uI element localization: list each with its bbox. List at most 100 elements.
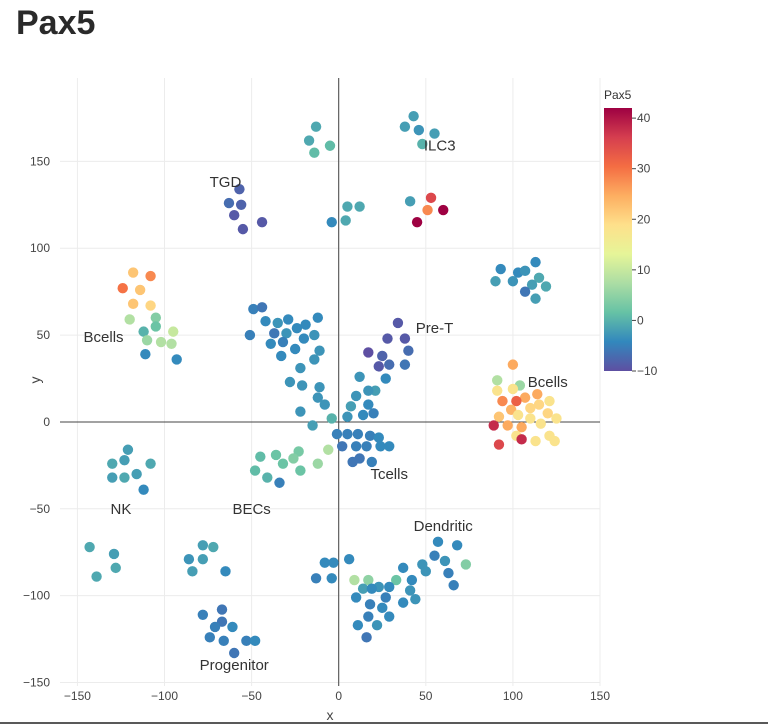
data-point <box>307 420 318 431</box>
data-point <box>108 548 120 560</box>
data-point <box>535 418 546 429</box>
data-point <box>288 453 299 464</box>
data-point <box>347 456 358 468</box>
data-point <box>350 592 362 603</box>
data-point <box>291 322 303 334</box>
data-point <box>497 395 508 407</box>
data-point <box>392 317 404 329</box>
data-point <box>525 402 536 414</box>
data-point <box>295 465 306 476</box>
data-point <box>119 454 130 466</box>
data-point <box>519 392 531 403</box>
data-point <box>488 420 499 431</box>
data-point <box>349 574 360 586</box>
colorbar-gradient <box>604 108 632 371</box>
data-point <box>342 428 353 440</box>
data-point <box>110 562 121 574</box>
data-point <box>326 216 337 228</box>
data-point <box>451 540 463 551</box>
data-point <box>342 201 353 212</box>
data-point <box>131 468 142 480</box>
data-point <box>117 282 128 294</box>
y-tick-label: 50 <box>37 328 51 342</box>
data-point <box>364 430 376 442</box>
data-point <box>277 336 289 348</box>
data-point <box>220 566 231 577</box>
data-point <box>373 432 384 443</box>
data-point <box>382 333 393 344</box>
x-tick-label: 100 <box>503 689 523 703</box>
data-point <box>366 583 378 594</box>
data-point <box>384 581 395 593</box>
data-point <box>310 121 322 132</box>
data-point <box>122 444 134 455</box>
data-point <box>145 458 156 469</box>
data-point <box>197 609 209 620</box>
data-point <box>408 111 419 122</box>
data-point <box>235 199 247 211</box>
data-point <box>352 620 364 631</box>
data-point <box>363 574 374 586</box>
data-point <box>256 302 268 313</box>
data-point <box>197 540 209 551</box>
data-point <box>324 140 336 151</box>
data-point <box>544 395 555 407</box>
cluster-label: TGD <box>210 174 242 191</box>
y-tick-label: 100 <box>30 241 50 255</box>
data-point <box>525 413 536 424</box>
data-point <box>511 395 522 407</box>
data-point <box>357 583 369 594</box>
data-point <box>368 408 379 419</box>
x-tick-label: −100 <box>151 689 178 703</box>
data-point <box>255 451 266 462</box>
data-point <box>234 183 245 195</box>
data-point <box>432 536 444 548</box>
data-point <box>507 276 519 287</box>
data-point <box>519 265 531 277</box>
y-tick-label: −100 <box>23 589 50 603</box>
data-point <box>145 300 156 311</box>
data-point <box>410 593 421 605</box>
data-point <box>228 210 240 221</box>
data-point <box>507 383 519 395</box>
data-point <box>171 354 182 365</box>
data-point <box>187 566 198 577</box>
data-point <box>492 385 503 396</box>
data-point <box>352 428 364 440</box>
data-point <box>350 390 362 402</box>
data-point <box>312 312 324 323</box>
data-point <box>312 458 324 469</box>
data-point <box>166 338 177 349</box>
data-point <box>328 557 339 568</box>
data-point <box>326 413 337 424</box>
data-point <box>429 550 440 561</box>
colorbar-tick-label: 20 <box>637 212 651 226</box>
cluster-label: BECs <box>232 501 270 518</box>
data-point <box>218 635 229 647</box>
data-point <box>208 541 219 553</box>
data-point <box>384 441 395 452</box>
data-point <box>223 197 235 209</box>
data-point <box>551 413 562 424</box>
data-point <box>168 326 179 337</box>
data-point <box>277 458 289 469</box>
data-point <box>490 276 501 287</box>
data-point <box>249 635 261 647</box>
cluster-label: NK <box>111 501 132 518</box>
data-point <box>357 409 369 421</box>
colorbar-tick-label: 0 <box>637 313 644 327</box>
data-point <box>314 382 325 393</box>
data-point <box>331 428 343 440</box>
data-point <box>403 345 414 356</box>
data-point <box>256 216 268 228</box>
x-tick-label: 150 <box>590 689 610 703</box>
data-point <box>399 121 411 132</box>
data-point <box>282 314 294 325</box>
data-point <box>326 573 337 584</box>
x-tick-label: 0 <box>335 689 342 703</box>
data-point <box>377 602 388 614</box>
annotations: ILC3 TGD Bcells Pre-T Bcells Tcells NK BECs Dend… <box>84 138 568 674</box>
cluster-label: Progenitor <box>200 657 269 674</box>
data-point <box>530 293 541 304</box>
